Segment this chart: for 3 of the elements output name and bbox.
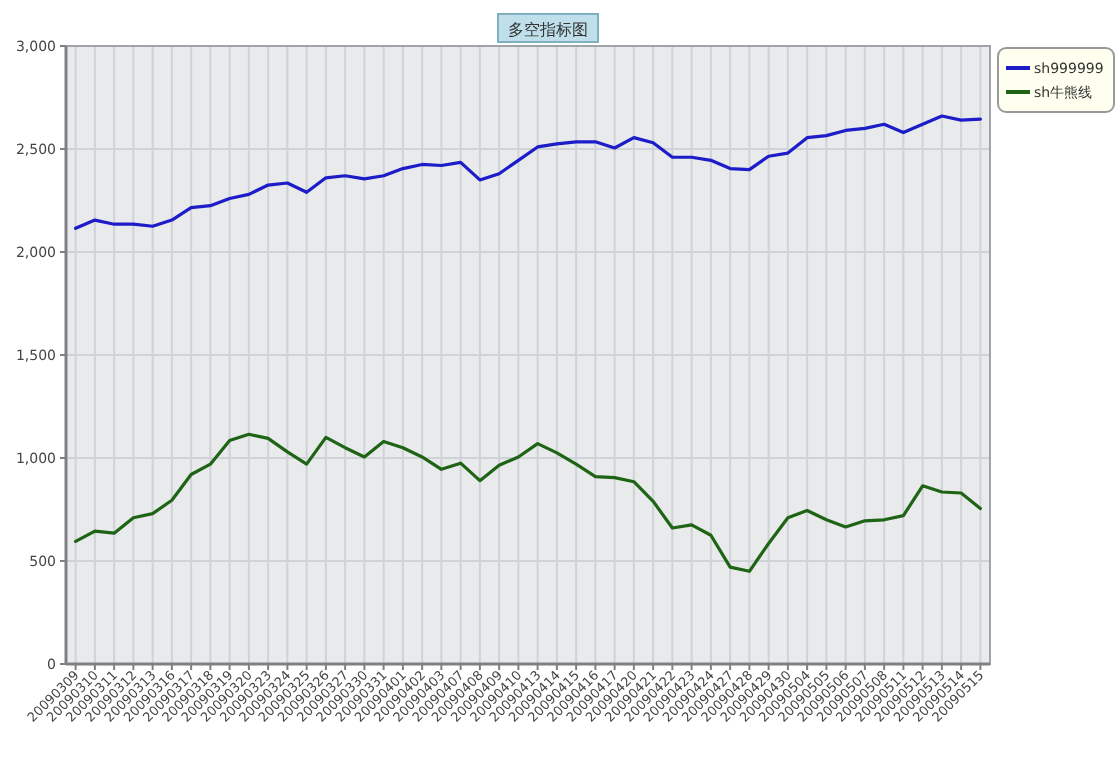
line-series — [74, 114, 982, 230]
chart-title: 多空指标图 — [508, 21, 588, 39]
line-series — [74, 432, 982, 573]
